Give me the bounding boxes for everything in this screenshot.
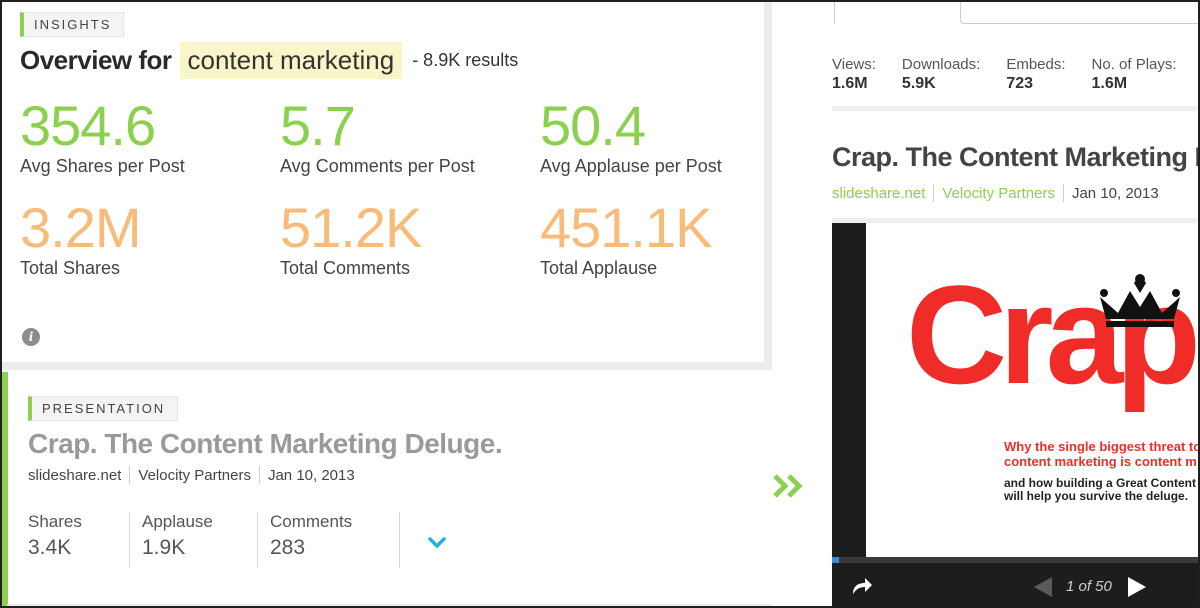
slide-tagline: and how building a Great Content B will … [1004, 476, 1200, 503]
overview-heading: Overview for content marketing - 8.9K re… [20, 42, 518, 79]
slide-tagline-line: will help you survive the deluge. [1004, 489, 1189, 503]
stat-value: 5.7 [280, 94, 356, 157]
result-count: - 8.9K results [412, 50, 519, 70]
detail-stat-views: Views: 1.6M [832, 56, 876, 93]
chevron-down-icon[interactable] [426, 532, 448, 554]
stat-value: 5.9K [901, 75, 936, 92]
stat-value: 51.2K [280, 196, 422, 259]
slide-subtitle-line: content marketing is content m [1004, 454, 1197, 469]
stat-label: Avg Comments per Post [280, 156, 475, 176]
stat-label: Shares [28, 512, 82, 531]
stat-label: Embeds: [1006, 56, 1066, 73]
presentation-stat-shares: Shares 3.4K [28, 512, 130, 568]
meta-date: Jan 10, 2013 [1071, 184, 1159, 202]
share-icon[interactable] [850, 575, 874, 597]
detail-stat-plays: No. of Plays: 1.6M [1092, 56, 1177, 93]
stat-value: 3.4K [28, 536, 72, 559]
slide-page-counter: 1 of 50 [1066, 578, 1112, 595]
stat-label: Avg Shares per Post [20, 156, 185, 176]
presentation-meta: slideshare.net Velocity Partners Jan 10,… [28, 466, 355, 484]
tab-divider [834, 2, 835, 24]
stat-label: Total Comments [280, 258, 411, 278]
search-query-highlight: content marketing [179, 42, 403, 79]
detail-stats: Views: 1.6M Downloads: 5.9K Embeds: 723 … [832, 56, 1198, 93]
presentation-stats: Shares 3.4K Applause 1.9K Comments 283 [28, 512, 412, 568]
slide-tagline-line: and how building a Great Content B [1004, 476, 1200, 490]
stat-label: Views: [832, 56, 876, 73]
slide-viewer[interactable]: Crap. Why the single biggest threat to c… [832, 223, 1200, 606]
slide-subtitle-line: Why the single biggest threat to [1004, 439, 1200, 454]
meta-divider [129, 466, 131, 484]
previous-slide-icon[interactable] [1032, 575, 1054, 599]
slide-subtitle: Why the single biggest threat to content… [1004, 439, 1200, 469]
presentation-tag-label: PRESENTATION [42, 401, 166, 416]
detail-meta: slideshare.net Velocity Partners Jan 10,… [832, 184, 1159, 202]
meta-date: Jan 10, 2013 [267, 466, 355, 484]
stat-label: Comments [270, 512, 353, 531]
stat-avg-shares: 354.6 Avg Shares per Post [20, 98, 185, 177]
insights-tag-label: INSIGHTS [34, 17, 112, 32]
stat-value: 1.6M [1091, 75, 1128, 92]
slide-progress-fill [832, 557, 840, 563]
stat-value: 354.6 [20, 94, 156, 157]
meta-divider [933, 184, 935, 202]
stat-label: Downloads: [901, 56, 981, 73]
stat-avg-comments: 5.7 Avg Comments per Post [280, 98, 475, 177]
meta-divider [258, 466, 260, 484]
stat-label: Avg Applause per Post [540, 156, 722, 176]
tab-outline [960, 2, 1198, 24]
player-controls: 1 of 50 [832, 563, 1198, 606]
presentation-card[interactable]: PRESENTATION Crap. The Content Marketing… [2, 372, 772, 606]
meta-source[interactable]: slideshare.net [28, 466, 122, 484]
stat-value: 451.1K [540, 196, 712, 259]
presentation-stat-applause: Applause 1.9K [142, 512, 258, 568]
detail-stat-downloads: Downloads: 5.9K [902, 56, 980, 93]
stat-total-applause: 451.1K Total Applause [540, 200, 712, 279]
stat-total-comments: 51.2K Total Comments [280, 196, 422, 279]
detail-panel: Views: 1.6M Downloads: 5.9K Embeds: 723 … [814, 2, 1200, 606]
presentation-title[interactable]: Crap. The Content Marketing Deluge. [28, 428, 503, 459]
next-slide-icon[interactable] [1126, 575, 1148, 599]
presentation-stat-comments: Comments 283 [270, 512, 400, 568]
section-divider [832, 106, 1198, 111]
presentation-tag: PRESENTATION [28, 396, 179, 421]
insights-card: INSIGHTS Overview for content marketing … [2, 2, 772, 370]
stat-value: 723 [1006, 75, 1034, 92]
slide-image[interactable]: Crap. Why the single biggest threat to c… [866, 223, 1200, 557]
meta-author[interactable]: Velocity Partners [942, 184, 1055, 202]
stat-value: 283 [270, 536, 306, 559]
stat-avg-applause: 50.4 Avg Applause per Post [540, 98, 722, 177]
stat-value: 1.9K [142, 536, 186, 559]
detail-title[interactable]: Crap. The Content Marketing Deluge. [832, 142, 1198, 172]
stat-label: No. of Plays: [1091, 56, 1177, 73]
stat-label: Total Applause [540, 258, 658, 278]
overview-label: Overview for [20, 45, 172, 75]
stat-total-shares: 3.2M Total Shares [20, 200, 141, 279]
meta-divider [1062, 184, 1064, 202]
detail-tabs [834, 2, 1198, 24]
slide-headline: Crap. [906, 256, 1200, 413]
meta-source[interactable]: slideshare.net [832, 184, 926, 202]
info-icon[interactable]: i [22, 328, 40, 346]
stat-value: 1.6M [832, 75, 868, 92]
crown-icon [1100, 274, 1180, 327]
double-chevron-right-icon[interactable] [772, 472, 806, 500]
meta-author[interactable]: Velocity Partners [138, 466, 251, 484]
detail-stat-embeds: Embeds: 723 [1006, 56, 1065, 93]
stat-value: 50.4 [540, 94, 646, 157]
stat-value: 3.2M [20, 196, 141, 259]
stat-label: Applause [142, 512, 213, 531]
insights-tag: INSIGHTS [20, 12, 125, 37]
stat-label: Total Shares [20, 258, 121, 278]
slide-progress-bar[interactable] [832, 557, 1198, 563]
section-divider [832, 218, 1198, 223]
